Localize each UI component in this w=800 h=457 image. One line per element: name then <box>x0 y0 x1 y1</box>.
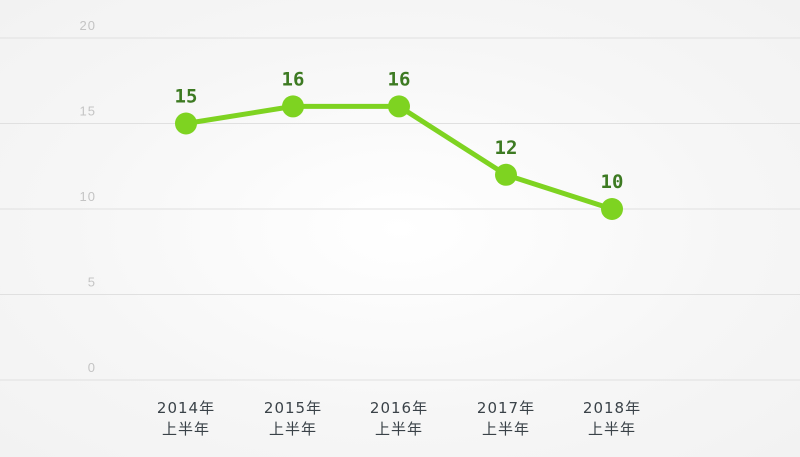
data-label: 16 <box>388 68 411 90</box>
data-point <box>282 95 304 118</box>
data-point <box>495 163 517 186</box>
data-point <box>388 95 410 118</box>
y-tick-label: 15 <box>80 104 96 119</box>
x-tick-label: 2015年 <box>264 399 322 417</box>
data-label: 15 <box>175 86 198 108</box>
series-line <box>185 103 613 212</box>
x-tick-label: 上半年 <box>269 420 317 438</box>
x-tick-label: 2014年 <box>157 399 215 417</box>
y-tick-label: 5 <box>88 275 96 290</box>
y-tick-label: 20 <box>80 18 96 33</box>
x-tick-label: 上半年 <box>588 420 636 438</box>
x-tick-label: 上半年 <box>375 420 423 438</box>
data-label: 12 <box>495 137 518 159</box>
x-tick-label: 上半年 <box>482 420 530 438</box>
x-tick-label: 上半年 <box>162 420 210 438</box>
data-label: 16 <box>282 68 305 90</box>
data-label: 10 <box>601 171 624 193</box>
data-point <box>601 198 623 220</box>
data-point <box>175 112 197 135</box>
x-tick-label: 2016年 <box>370 399 428 417</box>
x-tick-label: 2018年 <box>583 399 641 417</box>
y-tick-label: 0 <box>88 360 96 375</box>
x-tick-label: 2017年 <box>477 399 535 417</box>
y-tick-label: 10 <box>80 189 96 204</box>
